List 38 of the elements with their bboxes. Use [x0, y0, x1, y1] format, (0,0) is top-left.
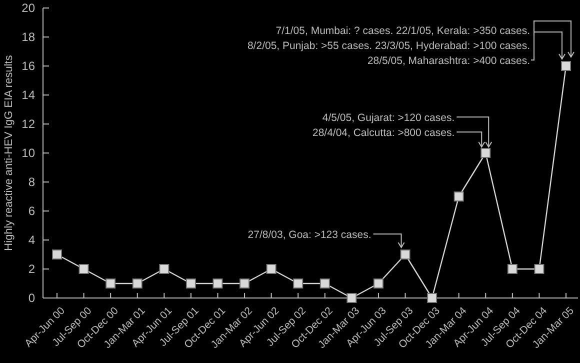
point: [454, 192, 464, 202]
y-tick-label: 12: [22, 117, 36, 132]
point: [186, 278, 196, 288]
point: [159, 264, 170, 274]
point: [293, 278, 304, 288]
y-tick-label: 10: [22, 146, 36, 160]
point: [346, 293, 357, 303]
point: [400, 250, 410, 260]
point: [240, 278, 250, 288]
annotation: 7/1/05, Mumbai: ? cases. 22/1/05, Kerala: >350 cases.: [276, 25, 530, 37]
point: [320, 278, 330, 288]
y-tick-label: 8: [28, 175, 36, 190]
point: [132, 278, 142, 288]
y-tick-label: 20: [22, 1, 36, 16]
annotation: 27/8/03, Goa: >123 cases.: [248, 229, 372, 241]
point: [78, 264, 89, 274]
y-tick-label: 4: [28, 233, 36, 248]
y-axis-title: Highly reactive anti-HEV IgG EIA results: [3, 54, 15, 251]
y-tick-label: 0: [28, 291, 36, 306]
point: [507, 264, 518, 274]
annotation: 8/2/05, Punjab: >55 cases. 23/3/05, Hyderabad: >100 cases.: [247, 40, 530, 52]
point: [534, 264, 544, 274]
point: [266, 264, 276, 274]
y-tick-label: 14: [22, 88, 36, 102]
y-tick-label: 18: [22, 30, 36, 44]
point: [212, 278, 223, 288]
point: [561, 61, 571, 71]
point: [427, 293, 438, 303]
point: [52, 250, 62, 260]
annotation: 28/5/05, Maharashtra: >400 cases.: [367, 55, 530, 67]
y-tick-label: 2: [28, 262, 36, 276]
annotation: 4/5/05, Gujarat: >120 cases.: [322, 112, 455, 124]
point: [480, 148, 491, 158]
annotation: 28/4/04, Calcutta: >800 cases.: [312, 127, 455, 139]
point: [373, 278, 384, 288]
y-tick-label: 16: [22, 59, 36, 74]
y-tick-label: 6: [28, 204, 36, 218]
point: [106, 278, 116, 288]
